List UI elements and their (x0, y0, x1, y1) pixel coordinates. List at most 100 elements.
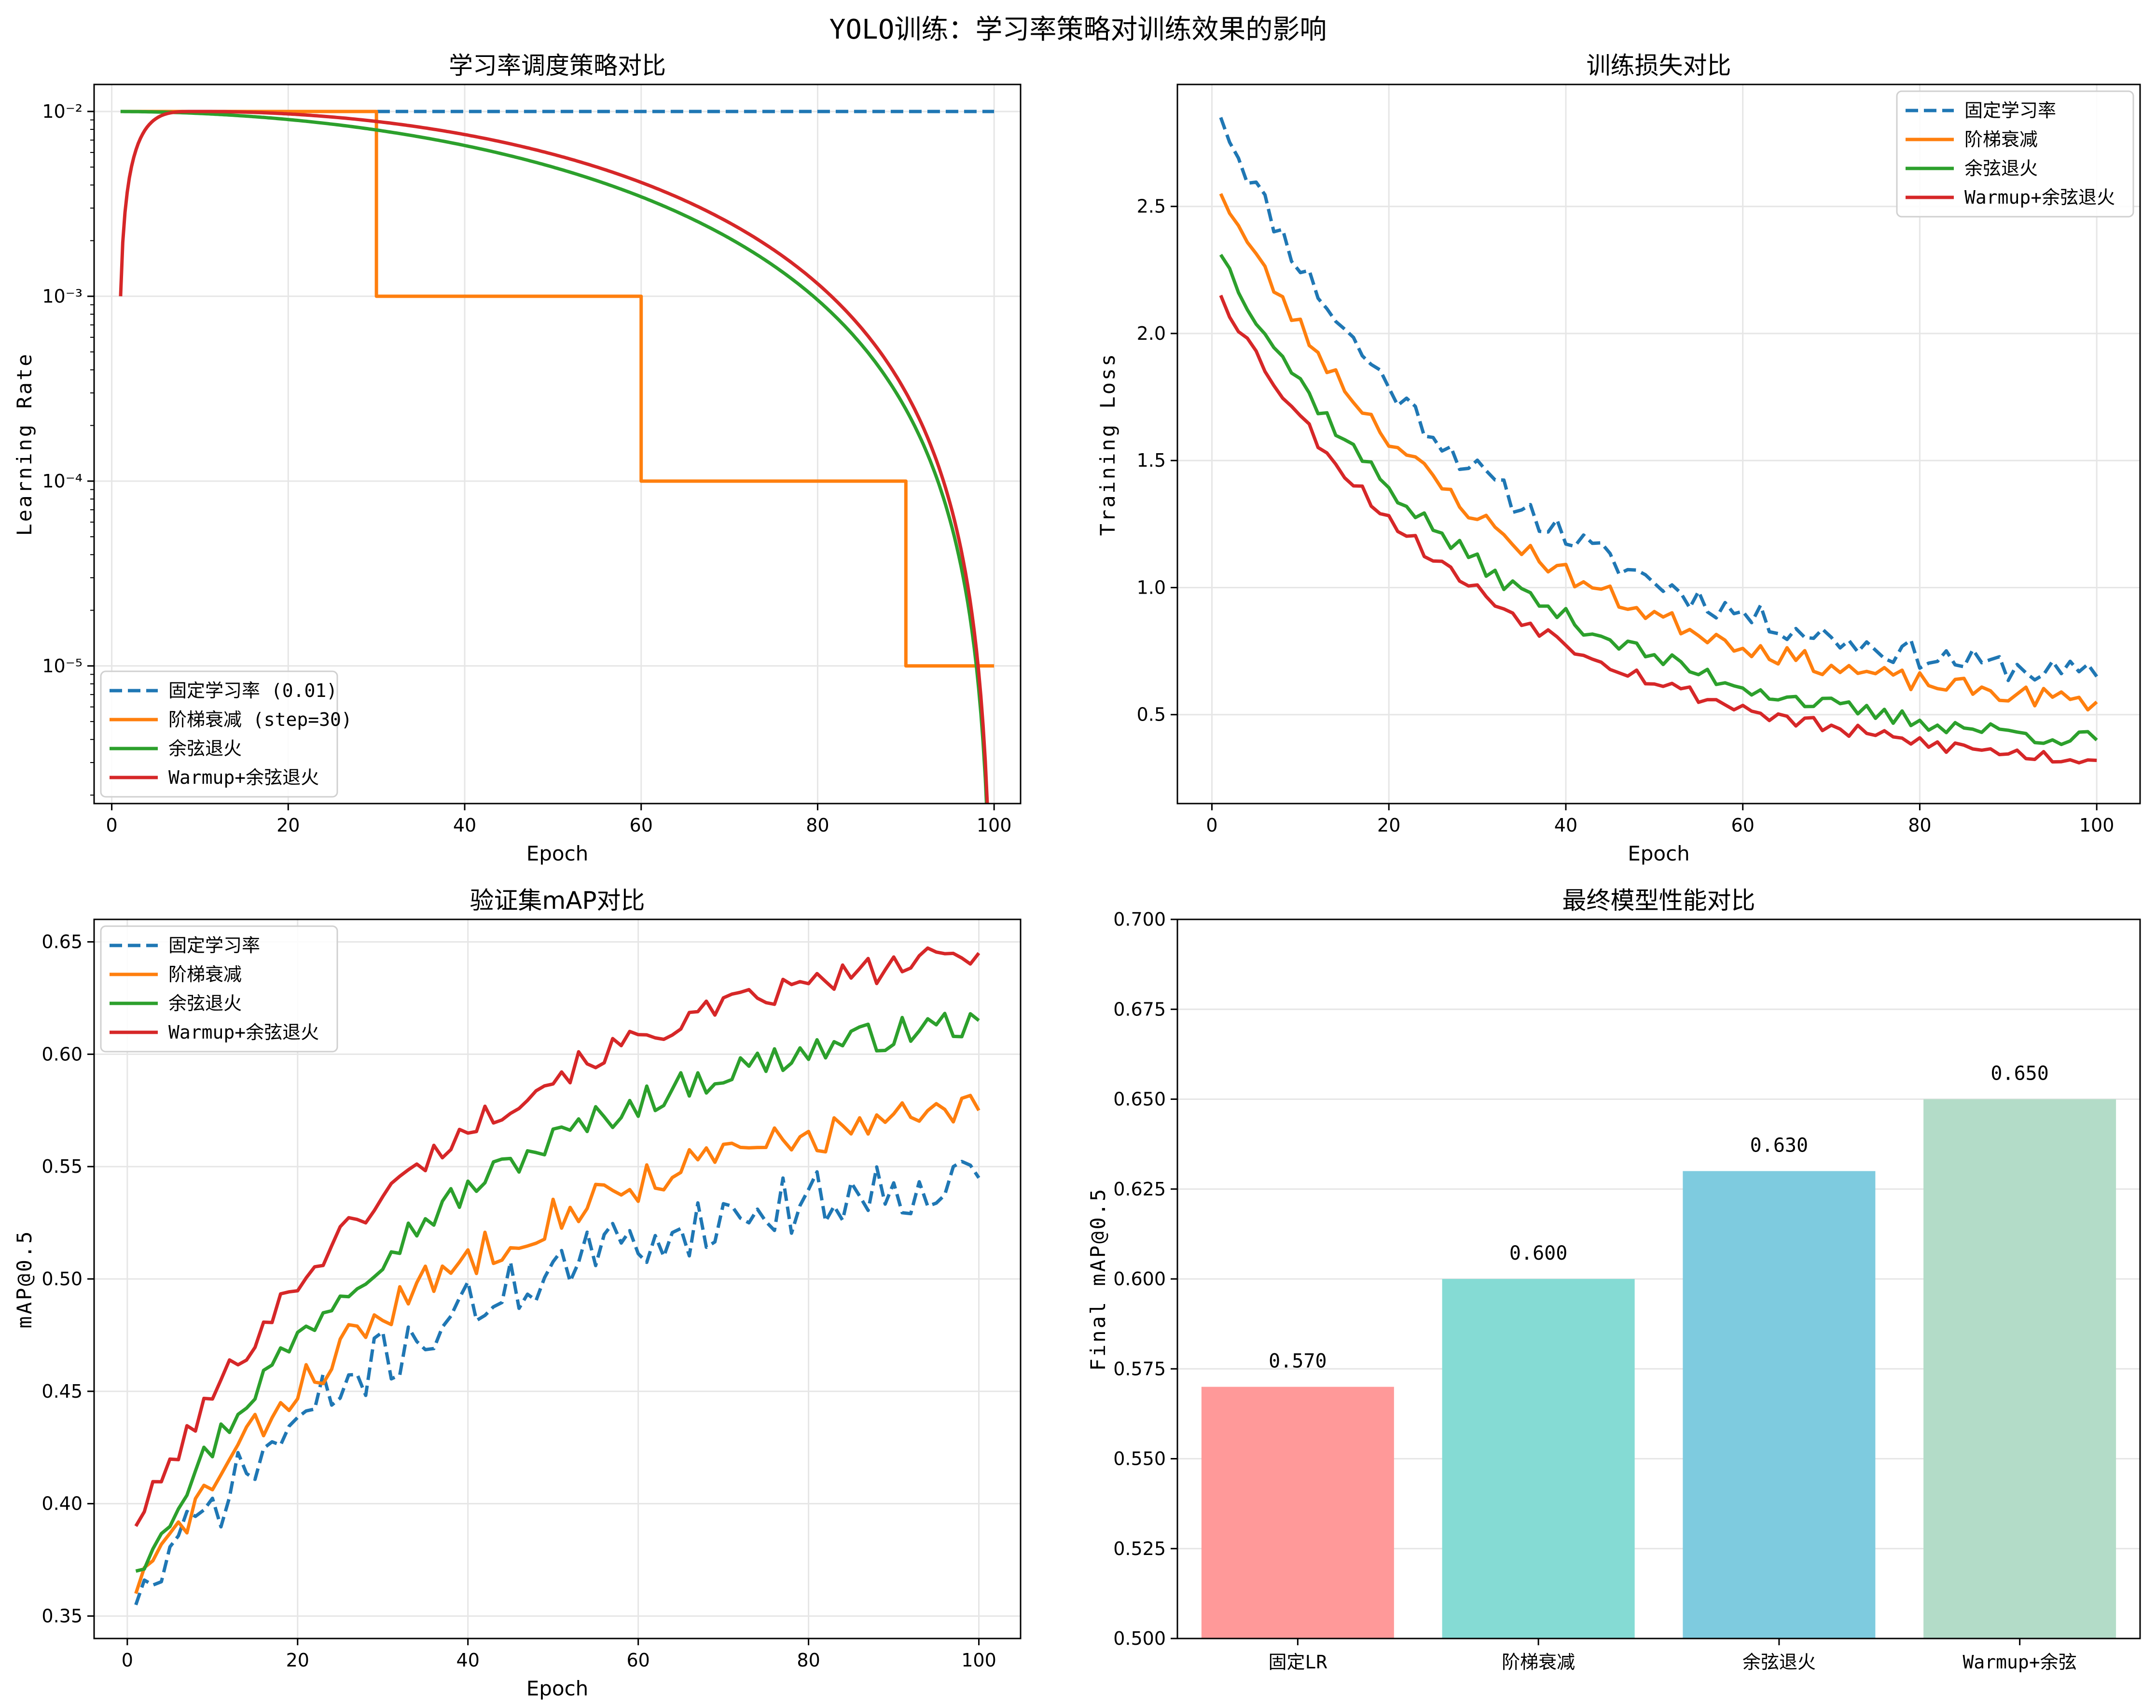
legend-label: Warmup+余弦退火 (1964, 187, 2115, 208)
y-tick-label: 10⁻³ (42, 286, 83, 307)
validation-map-chart: 0 20 40 60 80 100 0.35 0.40 0.45 0.50 0.55 0.60 0.65… (13, 887, 1022, 1700)
y-tick-label: 1.5 (1137, 450, 1166, 471)
series-line-0 (1219, 117, 2099, 682)
chart-title: 验证集mAP对比 (470, 887, 645, 915)
x-tick-label: 100 (977, 815, 1012, 836)
y-tick-label: 0.600 (1113, 1268, 1166, 1290)
bar-2 (1683, 1171, 1876, 1639)
x-axis-label: Epoch (526, 1677, 589, 1700)
x-tick-label: 固定LR (1268, 1652, 1327, 1673)
x-tick-label: 0 (1206, 815, 1217, 836)
chart-title: 学习率调度策略对比 (449, 52, 666, 80)
bar-value-label: 0.630 (1750, 1135, 1808, 1157)
axes-frame (1176, 83, 2141, 805)
x-tick-label: 20 (1377, 815, 1400, 836)
x-tick-label: 40 (1554, 815, 1577, 836)
y-tick-label: 0.50 (41, 1268, 83, 1290)
legend-label: 余弦退火 (168, 993, 242, 1014)
x-tick-label: 60 (630, 815, 653, 836)
x-axis-label: Epoch (526, 842, 589, 865)
legend: 固定学习率 (0.01) 阶梯衰减 (step=30) 余弦退火 Warmup+余弦退… (100, 670, 352, 798)
x-tick-label: 20 (276, 815, 300, 836)
x-tick-label: 80 (1908, 815, 1931, 836)
y-tick-label: 0.60 (41, 1043, 83, 1065)
axes-frame (93, 83, 1022, 805)
legend-label: Warmup+余弦退火 (168, 767, 319, 788)
series-line-2 (1219, 253, 2098, 746)
x-tick-label: 80 (806, 815, 829, 836)
y-tick-label: 0.45 (41, 1381, 83, 1402)
y-tick-label: 10⁻² (42, 101, 83, 122)
x-tick-label: Warmup+余弦 (1963, 1652, 2077, 1673)
legend-label: 阶梯衰减 (168, 964, 242, 985)
series-line-2 (120, 110, 988, 804)
y-tick-label: 0.675 (1113, 999, 1166, 1020)
final-performance-bar-chart: 0.500 0.525 0.550 0.575 0.600 0.625 0.650 0.675… (1086, 887, 2141, 1673)
x-tick-label: 80 (797, 1650, 820, 1671)
bar-value-label: 0.600 (1509, 1242, 1567, 1264)
y-axis-label: Learning Rate (13, 352, 36, 536)
chart-title: 训练损失对比 (1587, 52, 1731, 80)
x-tick-label: 100 (961, 1650, 996, 1671)
y-tick-label: 0.35 (41, 1605, 83, 1626)
y-tick-label: 0.575 (1113, 1358, 1166, 1379)
legend-label: 固定学习率 (0.01) (168, 680, 337, 701)
legend-box (1896, 90, 2134, 218)
x-tick-label: 60 (626, 1650, 650, 1671)
axes-frame (1176, 918, 2141, 1639)
lr-schedule-chart: 0 20 40 60 80 100 10⁻² 10⁻³ 10⁻⁴ 10⁻⁵ 学习率调度策略对比 Epo… (13, 52, 1022, 865)
series-line-3 (134, 946, 981, 1527)
x-tick-label: 阶梯衰减 (1502, 1652, 1575, 1673)
legend-label: 固定学习率 (1964, 100, 2056, 121)
figure-title: YOLO训练：学习率策略对训练效果的影响 (829, 14, 1327, 45)
y-tick-label: 2.5 (1137, 196, 1166, 217)
y-tick-label: 0.40 (41, 1493, 83, 1514)
series-line-3 (119, 110, 989, 804)
x-tick-label: 40 (453, 815, 476, 836)
legend-label: 阶梯衰减 (step=30) (168, 709, 352, 730)
y-axis-label: Final mAP@0.5 (1086, 1187, 1110, 1371)
bar-value-label: 0.650 (1990, 1063, 2048, 1085)
y-tick-label: 0.55 (41, 1156, 83, 1177)
y-tick-label: 10⁻⁵ (42, 655, 83, 677)
legend-label: 阶梯衰减 (1964, 129, 2038, 150)
y-tick-label: 0.625 (1113, 1179, 1166, 1200)
y-tick-label: 0.65 (41, 931, 83, 953)
x-tick-label: 20 (286, 1650, 309, 1671)
x-tick-label: 0 (122, 1650, 133, 1671)
y-axis-label: Training Loss (1096, 352, 1119, 536)
series-line-1 (1219, 193, 2098, 712)
x-tick-label: 100 (2079, 815, 2115, 836)
y-tick-label: 0.700 (1113, 909, 1166, 930)
axes-frame (93, 918, 1022, 1639)
x-tick-label: 余弦退火 (1742, 1652, 1816, 1673)
y-tick-label: 0.550 (1113, 1448, 1166, 1470)
series-line-1 (120, 110, 995, 668)
x-tick-label: 40 (456, 1650, 480, 1671)
y-tick-label: 2.0 (1137, 323, 1166, 344)
series-line-1 (134, 1094, 981, 1594)
x-tick-label: 0 (106, 815, 117, 836)
x-axis-label: Epoch (1628, 842, 1690, 865)
legend-label: Warmup+余弦退火 (168, 1022, 319, 1043)
y-tick-label: 0.5 (1137, 704, 1166, 725)
y-tick-label: 0.500 (1113, 1628, 1166, 1649)
bar-1 (1442, 1279, 1635, 1639)
chart-title: 最终模型性能对比 (1562, 887, 1755, 915)
bar-value-label: 0.570 (1269, 1350, 1327, 1373)
series-line-3 (1219, 294, 2097, 765)
bar-0 (1201, 1387, 1394, 1639)
x-tick-label: 60 (1731, 815, 1755, 836)
y-tick-label: 1.0 (1137, 577, 1166, 598)
legend-label: 余弦退火 (1964, 158, 2038, 179)
series-line-2 (135, 1012, 980, 1573)
y-axis-label: mAP@0.5 (13, 1229, 36, 1328)
plot-area (119, 110, 995, 804)
y-tick-label: 0.525 (1113, 1538, 1166, 1559)
y-tick-label: 10⁻⁴ (42, 471, 83, 492)
bar-3 (1923, 1099, 2116, 1639)
legend-box (100, 925, 338, 1053)
